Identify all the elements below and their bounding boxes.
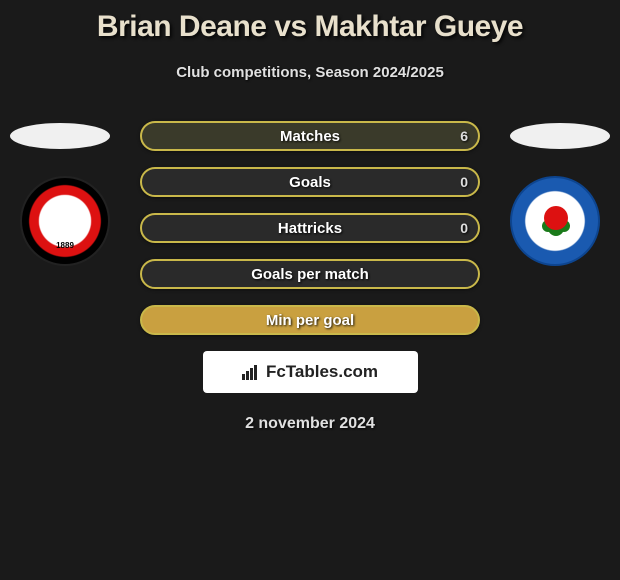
stat-row: Goals per match: [140, 259, 480, 289]
stat-label: Goals per match: [251, 266, 369, 283]
stat-row: Matches 6: [140, 121, 480, 151]
page-title: Brian Deane vs Makhtar Gueye: [0, 0, 620, 44]
stat-label: Min per goal: [266, 312, 354, 329]
comparison-panel: Matches 6 Goals 0 Hattricks 0 Goals per match M…: [0, 121, 620, 433]
club-badge-left: [20, 176, 110, 266]
stat-row: Goals 0: [140, 167, 480, 197]
subtitle: Club competitions, Season 2024/2025: [0, 64, 620, 81]
stat-row: Hattricks 0: [140, 213, 480, 243]
stat-label: Goals: [289, 174, 331, 191]
date-text: 2 november 2024: [0, 415, 620, 433]
brand-box: FcTables.com: [203, 351, 418, 393]
player-left-placeholder: [10, 123, 110, 149]
brand-text: FcTables.com: [266, 362, 378, 382]
stat-row: Min per goal: [140, 305, 480, 335]
club-badge-right: [510, 176, 600, 266]
bars-icon: [242, 364, 262, 380]
stats-list: Matches 6 Goals 0 Hattricks 0 Goals per match M…: [140, 121, 480, 335]
stat-label: Matches: [280, 128, 340, 145]
stat-value-right: 0: [460, 174, 468, 190]
stat-label: Hattricks: [278, 220, 342, 237]
stat-value-right: 0: [460, 220, 468, 236]
player-right-placeholder: [510, 123, 610, 149]
stat-value-right: 6: [460, 128, 468, 144]
